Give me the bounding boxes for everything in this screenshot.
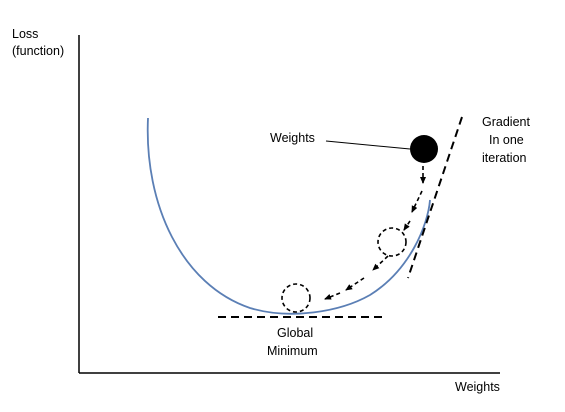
descent-arrow [411,190,423,213]
weights-ball [410,135,438,163]
y-axis-label-line2: (function) [12,44,64,58]
weights-pointer-line [325,140,411,150]
weights-pointer-label: Weights [270,131,315,145]
descent-arrow [403,220,411,231]
x-axis-label: Weights [455,380,500,394]
intermediate-weight-circle [377,227,407,257]
gradient-label-line1: Gradient [482,115,530,129]
y-axis-label-line1: Loss [12,27,38,41]
gradient-label-line2: In one [489,133,524,147]
descent-steps [324,166,426,300]
gradient-tangent-line [407,116,463,279]
loss-curve [146,117,431,315]
global-minimum-label-line1: Global [277,326,313,340]
global-minimum-label-line2: Minimum [267,344,318,358]
descent-arrow [372,255,389,271]
minimum-weight-circle [281,283,311,313]
descent-arrow [324,292,341,300]
gradient-label-line3: iteration [482,151,527,165]
descent-arrow [345,277,365,291]
